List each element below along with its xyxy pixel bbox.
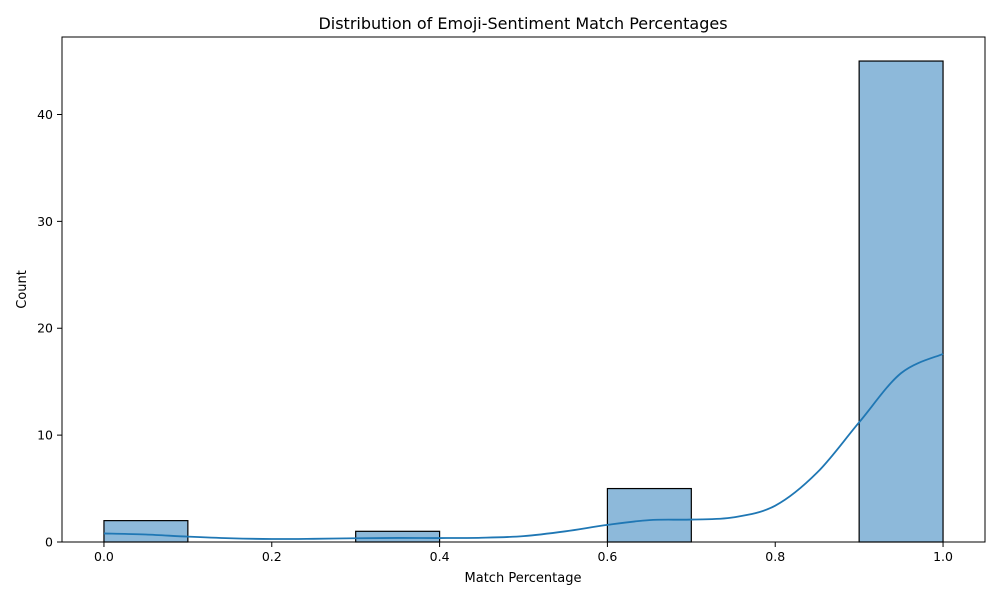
x-tick-label: 0.2 (262, 549, 282, 564)
histogram-bars (103, 60, 944, 543)
y-axis-title: Count (15, 270, 30, 309)
y-tick-label: 0 (45, 535, 53, 550)
x-tick-label: 0.4 (430, 549, 450, 564)
x-axis-title: Match Percentage (465, 571, 582, 586)
y-tick-label: 10 (37, 428, 53, 443)
kde-curve (103, 353, 944, 540)
chart-title: Distribution of Emoji-Sentiment Match Pe… (318, 14, 727, 33)
x-axis-ticks: 0.0 0.2 0.4 0.6 0.8 1.0 (94, 542, 953, 564)
histogram-bar (355, 530, 441, 543)
x-tick-label: 0.8 (765, 549, 785, 564)
x-tick-label: 1.0 (933, 549, 953, 564)
y-tick-label: 20 (37, 321, 53, 336)
x-tick-label: 0.6 (597, 549, 617, 564)
y-tick-label: 30 (37, 214, 53, 229)
y-axis-ticks: 0 10 20 30 40 (37, 107, 62, 550)
histogram-bar (858, 60, 944, 543)
x-tick-label: 0.0 (94, 549, 114, 564)
histogram-bar (103, 520, 189, 543)
histogram-bar (606, 487, 692, 543)
plot-frame (61, 36, 986, 543)
y-tick-label: 40 (37, 107, 53, 122)
